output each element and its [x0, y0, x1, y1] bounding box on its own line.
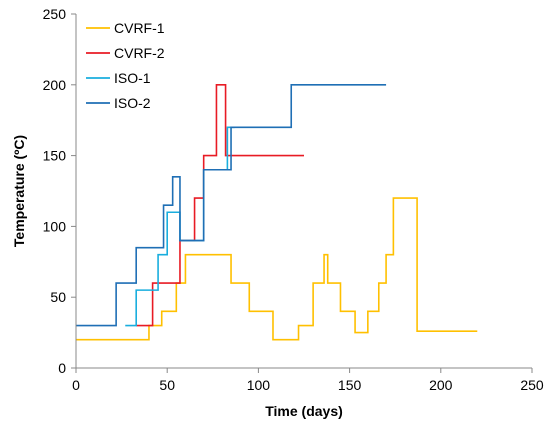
y-tick-label: 100	[43, 218, 67, 234]
series-line-iso-2	[76, 84, 387, 327]
y-tick-label: 200	[43, 77, 67, 93]
legend: CVRF-1 CVRF-2 ISO-1 ISO-2	[86, 20, 165, 111]
y-axis-title: Temperature (ºC)	[11, 135, 27, 247]
legend-label: CVRF-1	[114, 20, 165, 36]
x-tick-label: 100	[247, 377, 271, 393]
x-tick-label: 150	[338, 377, 362, 393]
x-tick-label: 50	[159, 377, 175, 393]
y-tick-label: 250	[43, 6, 67, 22]
x-tick-label: 250	[520, 377, 544, 393]
series-line-cvrf-2	[136, 84, 304, 327]
legend-label: ISO-2	[114, 95, 151, 111]
y-tick-label: 150	[43, 148, 67, 164]
series-layer	[76, 84, 478, 341]
y-tick-label: 0	[58, 360, 66, 376]
y-tick-label: 50	[50, 289, 66, 305]
axes-layer: 0 50 100 150 200 250 0 50 100 150 200 250	[43, 6, 544, 393]
legend-label: ISO-1	[114, 70, 151, 86]
x-axis-title: Time (days)	[265, 403, 343, 419]
legend-label: CVRF-2	[114, 45, 165, 61]
x-tick-label: 200	[429, 377, 453, 393]
x-tick-label: 0	[72, 377, 80, 393]
